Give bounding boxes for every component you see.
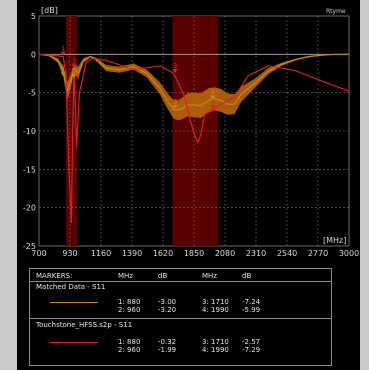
marker-triangle [172, 104, 178, 109]
x-axis-ticks: 700 930 1160 1390 1620 1850 2080 2310 2540 2770 30… [31, 249, 359, 258]
x-tick-label: 2770 [308, 249, 328, 258]
marker-4-db: -5.99 [242, 306, 261, 314]
grid-lines [39, 16, 349, 246]
series-band [39, 54, 349, 121]
series-line-touchstone [38, 53, 350, 224]
marker-1-mhz: 1: 880 [118, 298, 141, 306]
marker-3-mhz: 3: 1710 [202, 298, 229, 306]
marker-label: 2 [72, 58, 76, 66]
markers-header-title: MARKERS: [36, 272, 73, 280]
x-tick-label: 2310 [246, 249, 266, 258]
marker-1-mhz: 1: 880 [118, 338, 141, 346]
x-axis-unit: [MHz] [323, 236, 346, 245]
y-tick-label: -25 [23, 242, 36, 251]
group-name: Matched Data - S11 [36, 283, 106, 291]
y-tick-label: -20 [23, 204, 36, 213]
marker-3-db: -2.57 [242, 338, 261, 346]
y-axis-unit: [dB] [41, 6, 58, 15]
markers-header-db-2: dB [242, 272, 252, 280]
marker-label: 3 [173, 62, 177, 70]
markers-header-divider [30, 281, 331, 282]
y-tick-label: -5 [28, 89, 36, 98]
marker-2-db: -1.99 [158, 346, 177, 354]
marker-4-db: -7.29 [242, 346, 261, 354]
x-tick-label: 1390 [122, 249, 142, 258]
marker-triangle [172, 69, 178, 74]
group-name: Touchstone_HFSS.s2p - S11 [36, 321, 133, 329]
markers-header-mhz-2: MHz [202, 272, 217, 280]
marker-2-mhz: 2: 960 [118, 306, 141, 314]
marker-2-mhz: 2: 960 [118, 346, 141, 354]
marker-label: 4 [211, 88, 216, 96]
y-tick-label: -10 [23, 127, 36, 136]
marker-1-db: -0.32 [158, 338, 177, 346]
x-tick-label: 700 [31, 249, 46, 258]
marker-label: 3 [173, 98, 177, 106]
markers-header-db-1: dB [158, 272, 168, 280]
x-tick-label: 1850 [184, 249, 204, 258]
marker-2-db: -3.20 [158, 306, 177, 314]
y-tick-label: 5 [31, 12, 36, 21]
y-axis-ticks: 5 0 -5 -10 -15 -20 -25 [23, 12, 36, 251]
y-tick-label: -15 [23, 165, 36, 174]
y-tick-label: 0 [31, 50, 36, 59]
marker-4-mhz: 4: 1990 [202, 306, 229, 314]
x-tick-label: 1620 [153, 249, 173, 258]
group-divider [30, 318, 331, 319]
series-swatch-matched [50, 302, 98, 303]
marker-label: 1 [61, 45, 65, 53]
x-tick-label: 930 [62, 249, 77, 258]
x-tick-label: 2080 [215, 249, 235, 258]
marker-triangle [60, 72, 66, 77]
markers-header-mhz-1: MHz [118, 272, 133, 280]
marker-3-mhz: 3: 1710 [202, 338, 229, 346]
marker-label: 4 [211, 98, 216, 106]
x-tick-label: 3000 [339, 249, 359, 258]
marker-triangle [71, 64, 77, 69]
marker-1-db: -3.00 [158, 298, 177, 306]
brand-logo: Rtyme [326, 8, 346, 15]
markers-table: MARKERS: MHz dB MHz dB Matched Data - S1… [29, 268, 332, 366]
marker-3-db: -7.24 [242, 298, 261, 306]
series-swatch-touchstone [50, 342, 98, 343]
marker-triangle [71, 73, 77, 78]
marker-triangle [210, 105, 216, 110]
x-tick-label: 2540 [277, 249, 297, 258]
marker-triangle [210, 95, 216, 100]
marker-triangle [60, 51, 66, 56]
marker-4-mhz: 4: 1990 [202, 346, 229, 354]
marker-label: 1 [61, 65, 65, 73]
x-tick-label: 1160 [91, 249, 111, 258]
marker-label: 2 [72, 67, 76, 75]
